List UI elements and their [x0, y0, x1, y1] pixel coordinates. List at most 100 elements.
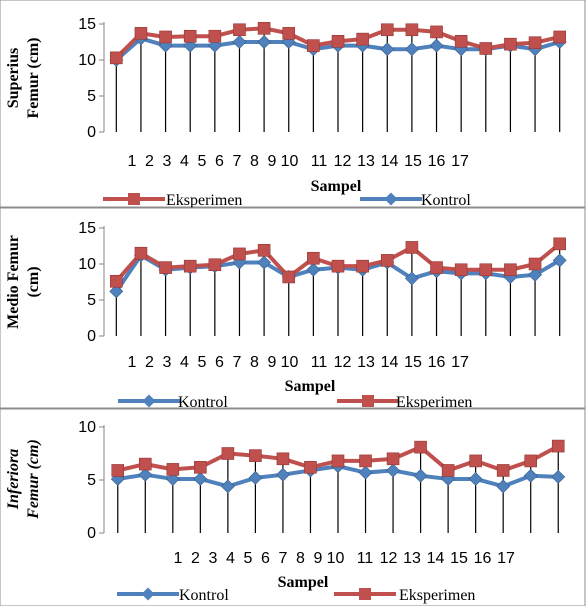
x-tick-label: 13: [403, 550, 421, 567]
series-eksperimen: [111, 439, 565, 477]
legend-label: Kontrol: [178, 394, 228, 411]
data-point-square: [551, 439, 565, 453]
legend-marker-diamond: [142, 394, 156, 408]
data-point-diamond: [232, 35, 247, 49]
data-point-diamond: [404, 42, 419, 57]
y-tick-label: 0: [87, 525, 96, 542]
x-tick-label: 3: [209, 550, 218, 567]
x-tick-label: 2: [145, 354, 154, 371]
x-tick-labels: 1 2 3 4 5 6 7 8 9 10 11 12 13 14 15 16 17: [174, 550, 515, 567]
legend-marker-square: [128, 193, 140, 205]
x-tick-label: 2: [191, 550, 200, 567]
y-tick-label: 15: [78, 220, 96, 237]
legend-label: Eksperimen: [166, 192, 242, 209]
data-point-diamond: [386, 463, 400, 478]
y-tick-label: 5: [87, 88, 96, 105]
x-tick-label: 8: [250, 153, 259, 170]
data-point-square: [282, 27, 296, 40]
x-tick-label: 1: [128, 153, 137, 170]
y-tick-label: 10: [78, 419, 96, 436]
x-tick-label: 9: [268, 153, 277, 170]
data-point-square: [504, 37, 517, 51]
panel-border: [0, 408, 586, 606]
data-point-square: [454, 34, 468, 48]
data-point-square: [386, 452, 400, 466]
legend-label: Kontrol: [179, 587, 229, 604]
data-point-square: [159, 30, 172, 44]
data-point-square: [257, 22, 271, 35]
x-tick-label: 3: [163, 153, 172, 170]
data-point-square: [380, 23, 394, 37]
data-point-square: [405, 23, 419, 37]
x-tick-labels: 1 2 3 4 5 6 7 8 9 10 11 12 13 14 15 16 17: [128, 354, 469, 371]
x-tick-label: 17: [451, 153, 469, 170]
data-point-square: [257, 244, 271, 257]
data-point-square: [208, 258, 222, 272]
x-tick-label: 5: [198, 354, 207, 371]
x-tick-label: 13: [357, 354, 375, 371]
data-point-diamond: [248, 470, 263, 485]
data-point-diamond: [380, 42, 395, 57]
x-tick-label: 9: [268, 354, 277, 371]
data-point-square: [134, 27, 148, 40]
data-point-square: [496, 464, 510, 477]
x-tick-label: 2: [145, 153, 154, 170]
data-point-square: [194, 460, 207, 474]
x-tick-label: 8: [296, 550, 305, 567]
data-point-square: [233, 23, 246, 37]
data-point-square: [183, 29, 197, 43]
x-tick-label: 7: [233, 354, 242, 371]
x-tick-label: 14: [427, 550, 445, 567]
data-point-diamond: [138, 467, 153, 482]
legend-entry-eksperimen: Eksperimen: [337, 394, 472, 411]
data-point-square: [504, 263, 517, 277]
data-point-square: [524, 454, 538, 468]
data-point-square: [276, 452, 290, 466]
series-eksperimen: [110, 22, 566, 65]
data-point-square: [282, 270, 296, 284]
x-tick-label: 12: [334, 153, 352, 170]
data-point-diamond: [404, 271, 419, 286]
data-point-diamond: [109, 284, 124, 299]
data-point-square: [405, 241, 419, 254]
data-point-square: [110, 274, 123, 288]
y-axis-title-line: Superius: [5, 48, 22, 108]
data-point-square: [159, 261, 172, 274]
x-tick-label: 14: [381, 354, 399, 371]
x-axis-title: Sampel: [278, 574, 329, 591]
data-point-square: [479, 42, 493, 55]
y-axis-title: Inferiora Femur (cm): [5, 439, 42, 520]
x-tick-label: 11: [357, 550, 374, 567]
data-point-diamond: [496, 479, 511, 494]
x-tick-label: 16: [428, 354, 446, 371]
x-tick-label: 6: [215, 153, 224, 170]
data-point-square: [356, 32, 369, 46]
data-point-diamond: [413, 468, 428, 483]
data-point-square: [356, 259, 369, 273]
x-tick-label: 11: [311, 354, 328, 371]
x-tick-label: 4: [180, 354, 189, 371]
y-tick-label: 0: [87, 124, 96, 141]
series-eksperimen: [110, 237, 566, 288]
x-tick-label: 4: [180, 153, 189, 170]
data-point-square: [380, 254, 394, 267]
x-axis-title: Sampel: [285, 378, 336, 395]
x-tick-label: 10: [281, 354, 299, 371]
data-point-square: [441, 464, 455, 477]
data-point-square: [166, 463, 180, 476]
data-point-square: [414, 440, 427, 454]
x-tick-label: 8: [250, 354, 259, 371]
data-point-square: [307, 251, 320, 265]
data-point-diamond: [468, 472, 483, 486]
x-tick-label: 15: [404, 354, 422, 371]
data-point-diamond: [220, 479, 235, 494]
data-point-square: [430, 25, 443, 39]
legend-label: Eksperimen: [396, 394, 472, 411]
x-tick-label: 12: [380, 550, 398, 567]
data-point-square: [138, 457, 152, 471]
legend-marker-diamond: [141, 587, 155, 601]
data-point-diamond: [358, 465, 373, 480]
data-point-square: [307, 39, 320, 52]
x-tick-label: 17: [451, 354, 469, 371]
legend-entry-kontrol: Kontrol: [360, 192, 471, 209]
